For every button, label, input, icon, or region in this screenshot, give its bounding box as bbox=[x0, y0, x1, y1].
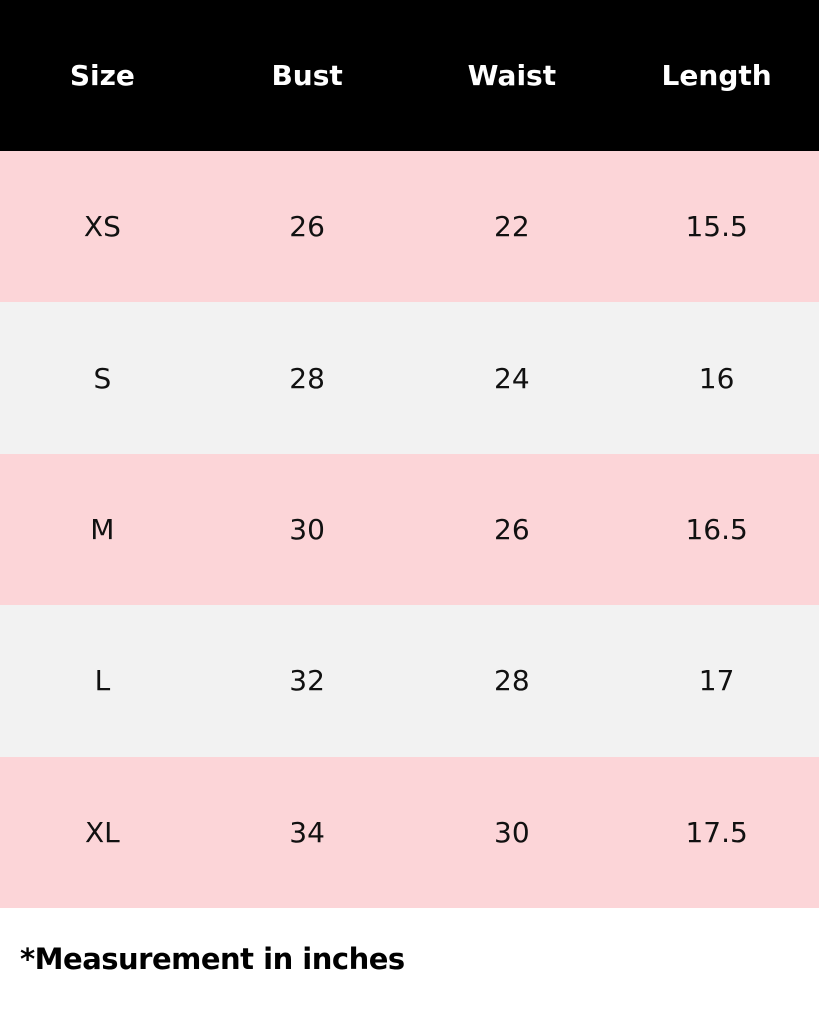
table-cell: 24 bbox=[494, 361, 530, 395]
table-cell: 16 bbox=[698, 361, 735, 395]
table-cell: XS bbox=[83, 210, 121, 244]
table-cell: 26 bbox=[494, 512, 530, 546]
table-cell: 22 bbox=[494, 210, 530, 244]
header-cell: Bust bbox=[271, 59, 343, 92]
size-table: Size Bust Waist Length XS 26 22 15.5 S 28 24 16 M 30… bbox=[0, 0, 819, 908]
table-cell: 28 bbox=[494, 664, 530, 698]
header-cell: Length bbox=[661, 59, 772, 92]
header-cell: Waist bbox=[467, 59, 557, 92]
table-row: S 28 24 16 bbox=[0, 302, 819, 454]
header-row: Size Bust Waist Length bbox=[0, 0, 819, 151]
table-cell: 30 bbox=[494, 815, 530, 849]
footnote: *Measurement in inches bbox=[20, 942, 405, 976]
table-cell: 34 bbox=[289, 815, 325, 849]
table-row: XS 26 22 15.5 bbox=[0, 151, 819, 303]
table-cell: XL bbox=[84, 815, 120, 849]
table-row: XL 34 30 17.5 bbox=[0, 756, 819, 908]
table-cell: 26 bbox=[289, 210, 325, 244]
table-cell: 30 bbox=[289, 512, 325, 546]
table-cell: 17.5 bbox=[685, 815, 748, 849]
table-cell: 15.5 bbox=[685, 210, 748, 244]
table-cell: 16.5 bbox=[685, 512, 748, 546]
table-cell: 28 bbox=[289, 361, 325, 395]
table-cell: 32 bbox=[289, 664, 325, 698]
table-cell: S bbox=[93, 361, 112, 395]
header-cell: Size bbox=[69, 59, 135, 92]
table-cell: 17 bbox=[698, 664, 735, 698]
table-row: M 30 26 16.5 bbox=[0, 453, 819, 606]
table-cell: L bbox=[94, 664, 111, 698]
table-cell: M bbox=[90, 512, 115, 546]
table-row: L 32 28 17 bbox=[0, 605, 819, 757]
